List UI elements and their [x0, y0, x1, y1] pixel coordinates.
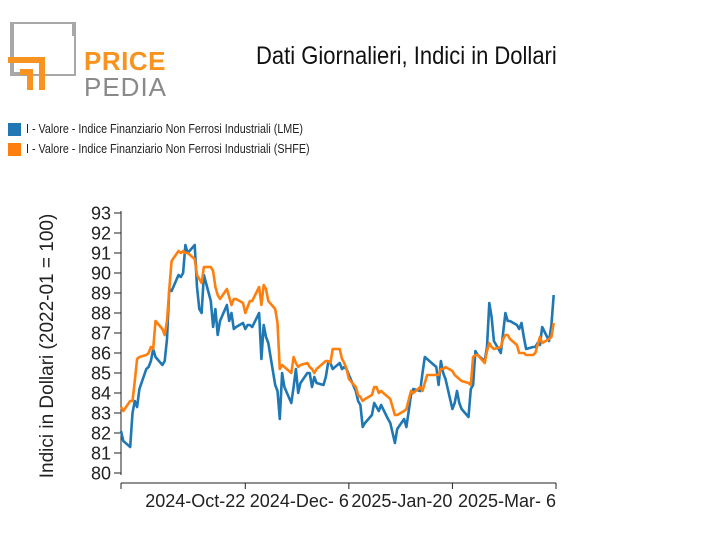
y-tick-label: 86 [91, 344, 111, 364]
logo-orange-inner [20, 69, 33, 90]
legend-swatch-lme [8, 122, 21, 136]
y-tick-label: 91 [91, 244, 111, 264]
x-tick-label: 2025-Mar- 6 [458, 491, 556, 511]
y-tick-label: 80 [91, 464, 111, 484]
x-tick-label: 2025-Jan-20 [351, 491, 452, 511]
y-tick-label: 88 [91, 304, 111, 324]
y-tick-label: 82 [91, 424, 111, 444]
x-tick-label: 2024-Dec- 6 [250, 491, 349, 511]
y-tick-label: 89 [91, 284, 111, 304]
legend-label-shfe: I - Valore - Indice Finanziario Non Ferr… [26, 142, 310, 156]
series-lines [119, 243, 555, 449]
logo-orange-outer [8, 57, 45, 90]
y-tick-label: 93 [91, 204, 111, 224]
legend-item-lme[interactable]: I - Valore - Indice Finanziario Non Ferr… [8, 119, 356, 139]
y-tick-label: 84 [91, 384, 111, 404]
y-tick-label: 87 [91, 324, 111, 344]
logo-wordmark: PRICE PEDIA [84, 48, 167, 100]
chart-legend: I - Valore - Indice Finanziario Non Ferr… [8, 119, 356, 159]
legend-swatch-shfe [8, 142, 21, 156]
y-tick-label: 81 [91, 444, 111, 464]
series-line-shfe [119, 249, 555, 417]
logo-mark-icon [8, 20, 76, 90]
y-tick-label: 92 [91, 224, 111, 244]
y-tick-label: 83 [91, 404, 111, 424]
logo-word-pedia: PEDIA [84, 72, 168, 102]
chart-title: Dati Giornalieri, Indici in Dollari [256, 42, 557, 70]
y-tick-label: 85 [91, 364, 111, 384]
pricepedia-logo: PRICE PEDIA [6, 20, 166, 100]
logo-word-price: PRICE [84, 46, 166, 76]
y-tick-label: 90 [91, 264, 111, 284]
y-axis-label: Indici in Dollari (2022-01 = 100) [37, 214, 58, 479]
legend-label-lme: I - Valore - Indice Finanziario Non Ferr… [26, 122, 304, 136]
x-tick-label: 2024-Oct-22 [145, 491, 245, 511]
legend-item-shfe[interactable]: I - Valore - Indice Finanziario Non Ferr… [8, 139, 356, 159]
